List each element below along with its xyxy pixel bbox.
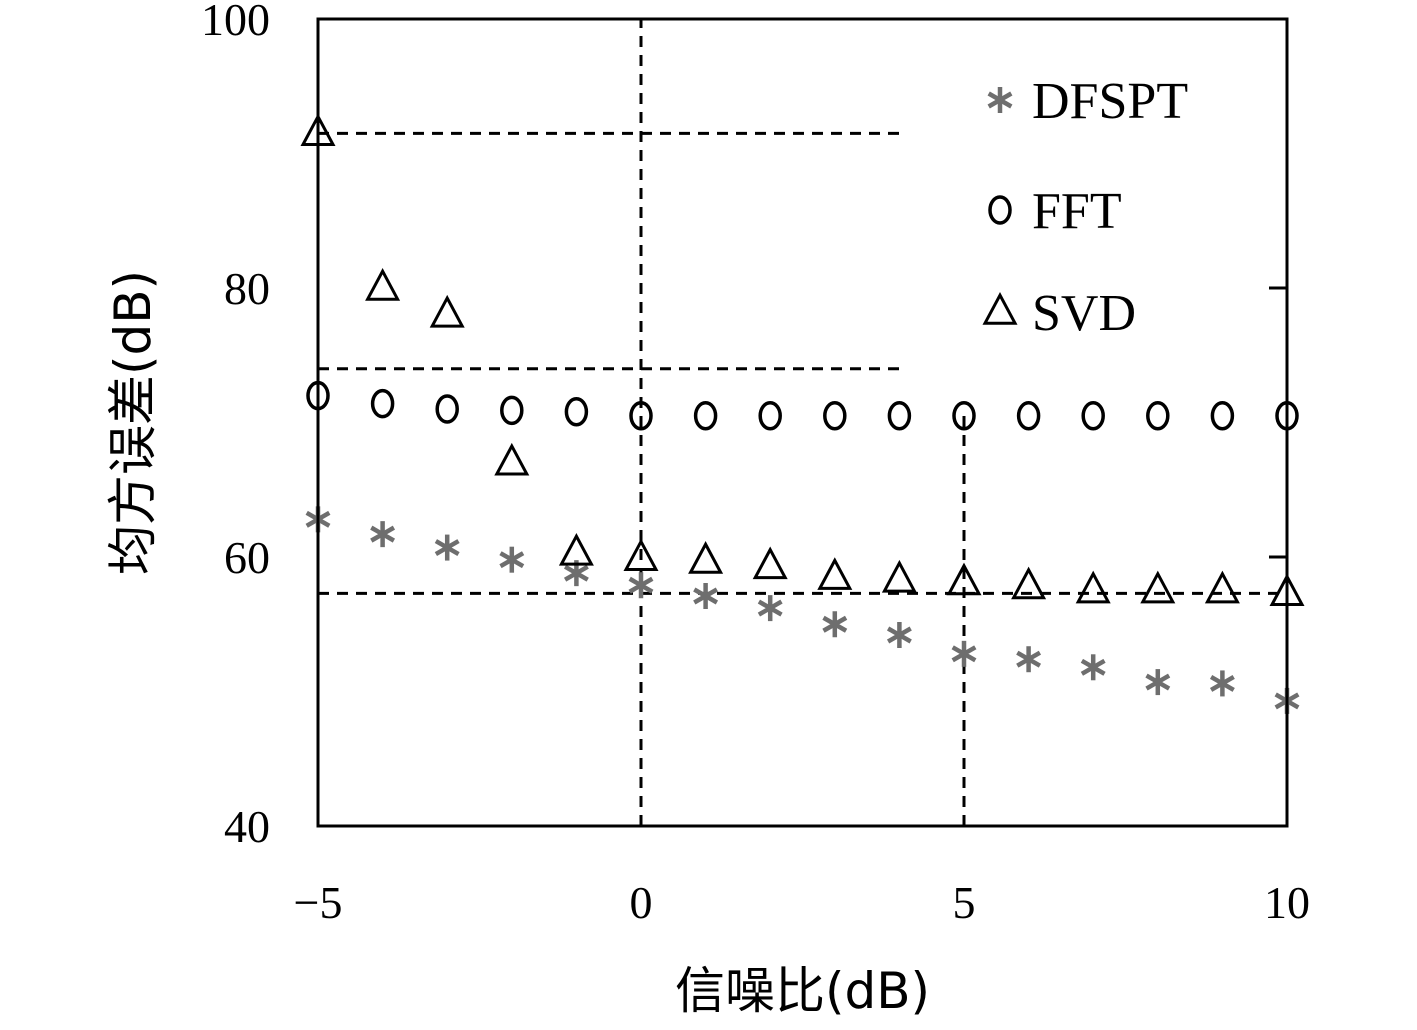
svd-point: [494, 442, 530, 476]
dfspt-point: [951, 640, 977, 667]
legend-marker-dfspt: [987, 87, 1013, 113]
dfspt-point: [1145, 669, 1171, 696]
asterisk-stroke: [1016, 650, 1042, 668]
x-tick-label: 0: [630, 877, 653, 928]
dfspt-point: [1209, 670, 1235, 697]
reference-lines: [318, 19, 1287, 826]
svd-point: [1011, 566, 1047, 600]
x-tick-label: −5: [294, 877, 343, 928]
fft-point: [435, 394, 459, 424]
svd-point: [429, 294, 465, 328]
fft-point: [1210, 401, 1235, 431]
asterisk-stroke: [434, 539, 460, 557]
asterisk-stroke: [1209, 674, 1235, 692]
asterisk-stroke: [822, 615, 848, 633]
dfspt-point: [1080, 654, 1106, 681]
data-marks: [300, 113, 1305, 714]
asterisk-stroke: [563, 564, 589, 582]
y-tick-label: 60: [224, 532, 270, 583]
fft-point: [887, 401, 912, 431]
svd-point: [752, 546, 788, 580]
y-tick-label: 40: [224, 801, 270, 852]
asterisk-stroke: [628, 576, 654, 594]
legend-label-dfspt: DFSPT: [1032, 73, 1188, 130]
asterisk-stroke: [757, 599, 783, 617]
asterisk-stroke: [499, 551, 525, 569]
tick-labels: −5 0 5 10 40 60 80 100: [201, 0, 1310, 928]
series-svd: [300, 113, 1305, 607]
fft-point: [500, 395, 524, 426]
dfspt-point: [822, 611, 848, 638]
x-axis-label: 信噪比(dB): [675, 962, 930, 1020]
svd-point: [1140, 570, 1176, 604]
asterisk-stroke: [693, 587, 719, 605]
legend: DFSPT FFT SVD: [982, 73, 1188, 342]
dfspt-point: [693, 583, 719, 610]
asterisk-stroke: [1080, 658, 1106, 676]
legend-label-svd: SVD: [1032, 285, 1136, 342]
fft-point: [823, 401, 847, 431]
svd-point: [946, 562, 982, 596]
fft-point: [952, 401, 976, 431]
asterisk-stroke: [951, 645, 977, 663]
dfspt-point: [886, 622, 912, 649]
series-dfspt: [305, 506, 1300, 714]
svd-point: [688, 541, 724, 574]
asterisk-stroke: [886, 626, 912, 644]
svd-point: [1204, 570, 1240, 604]
svd-point: [817, 557, 853, 590]
svd-point: [558, 532, 594, 566]
dfspt-point: [757, 595, 783, 622]
svd-point: [881, 559, 917, 593]
x-tick-label: 10: [1264, 877, 1310, 928]
axis-ticks: [1269, 17, 1287, 828]
svd-point: [623, 538, 659, 572]
asterisk-stroke: [1145, 673, 1171, 691]
asterisk-stroke: [370, 525, 396, 543]
fft-point: [1081, 401, 1105, 431]
asterisk-stroke: [987, 91, 1013, 109]
fft-point: [758, 401, 782, 431]
dfspt-point: [1016, 646, 1042, 673]
svd-point: [365, 268, 401, 301]
legend-label-fft: FFT: [1032, 183, 1122, 240]
y-tick-label: 80: [224, 263, 270, 314]
plot-frame: [316, 17, 1289, 828]
fft-point: [1146, 401, 1170, 431]
legend-marker-svd: [982, 292, 1018, 325]
y-axis-label: 均方误差(dB): [104, 270, 162, 575]
legend-marker-fft: [988, 195, 1012, 225]
dfspt-point: [499, 546, 525, 573]
x-tick-label: 5: [953, 877, 976, 928]
dfspt-point: [434, 534, 460, 561]
series-fft: [306, 380, 1299, 431]
y-tick-label: 100: [201, 0, 270, 45]
fft-point: [693, 401, 718, 431]
dfspt-point: [628, 572, 654, 599]
fft-point: [1016, 401, 1041, 431]
fft-point: [370, 388, 395, 419]
svd-point: [1075, 570, 1111, 604]
dfspt-point: [370, 521, 396, 548]
fft-point: [629, 401, 653, 431]
fft-point: [564, 396, 589, 427]
